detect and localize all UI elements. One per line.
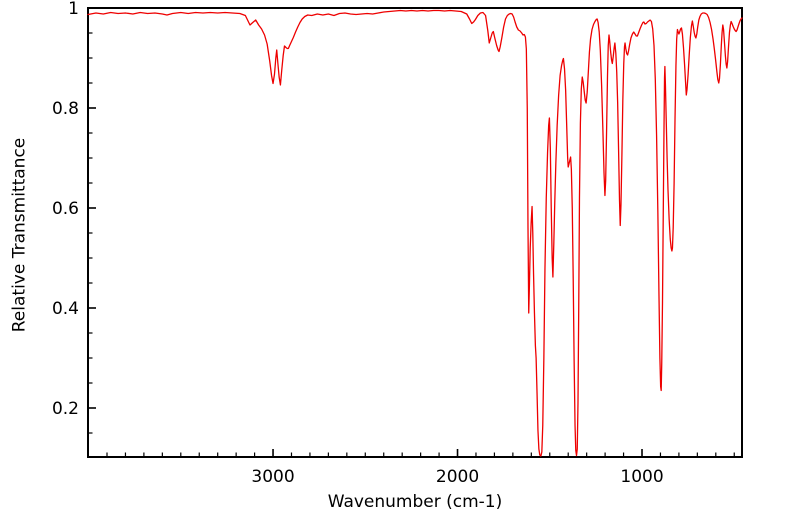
plot-frame <box>87 7 743 458</box>
y-axis-title: Relative Transmittance <box>9 137 30 333</box>
spectrum-line <box>87 9 743 457</box>
y-axis-tick-label: 0.4 <box>52 299 79 319</box>
x-axis-tick-label: 1000 <box>620 467 663 487</box>
x-axis-tick-label: 2000 <box>436 467 479 487</box>
y-axis-tick-label: 0.8 <box>52 99 79 119</box>
y-axis-tick-label: 1 <box>68 0 79 19</box>
y-axis-tick-label: 0.2 <box>52 399 79 419</box>
y-axis-tick-label: 0.6 <box>52 199 79 219</box>
x-axis-tick-label: 3000 <box>251 467 294 487</box>
x-axis-title: Wavenumber (cm-1) <box>327 492 503 512</box>
